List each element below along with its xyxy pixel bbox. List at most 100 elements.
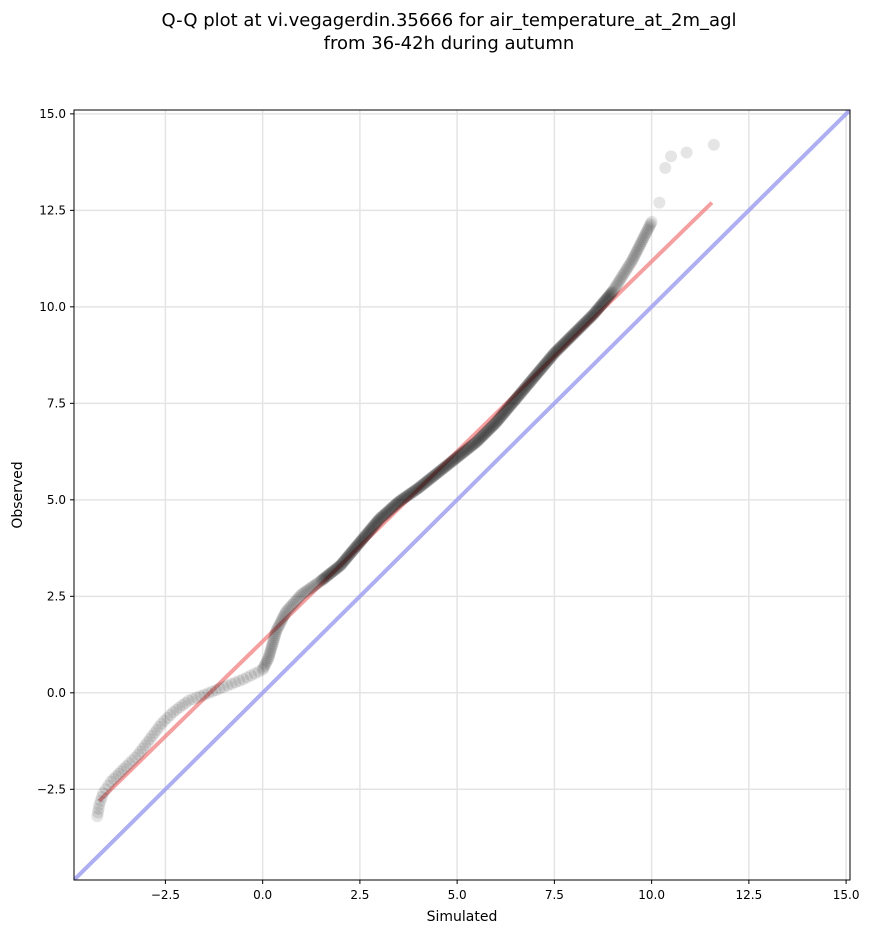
- data-point: [269, 629, 282, 642]
- data-point: [561, 334, 574, 347]
- plot-area-frame: [73, 109, 851, 881]
- data-point: [617, 268, 630, 281]
- data-point: [304, 582, 317, 595]
- data-point: [374, 512, 387, 525]
- data-point: [315, 574, 328, 587]
- data-point: [482, 424, 495, 437]
- data-point: [355, 534, 368, 547]
- data-point: [621, 262, 634, 275]
- data-point: [502, 402, 515, 415]
- data-point: [523, 376, 536, 389]
- data-point: [452, 449, 465, 462]
- y-tick-label: 7.5: [47, 396, 66, 410]
- data-point: [628, 250, 641, 263]
- fit-line: [97, 201, 714, 803]
- data-point: [635, 235, 648, 248]
- data-point: [494, 411, 507, 424]
- data-point: [104, 775, 117, 788]
- data-point: [360, 528, 373, 541]
- data-point: [384, 503, 397, 516]
- data-point: [587, 307, 600, 320]
- data-point: [423, 473, 436, 486]
- data-point: [595, 299, 608, 312]
- data-point: [295, 588, 308, 601]
- x-tick-label: 15.0: [833, 888, 860, 902]
- data-point: [490, 415, 503, 428]
- data-point: [472, 433, 485, 446]
- data-point: [261, 654, 274, 666]
- data-point: [467, 438, 480, 451]
- data-point: [340, 552, 353, 565]
- data-point: [457, 446, 470, 459]
- data-point: [599, 293, 612, 306]
- data-point: [368, 519, 381, 532]
- data-point: [385, 502, 398, 515]
- data-point: [600, 292, 613, 305]
- data-point: [380, 507, 393, 520]
- data-point: [428, 469, 441, 482]
- data-point: [493, 412, 506, 425]
- data-point: [570, 325, 583, 338]
- data-point: [202, 687, 215, 700]
- data-point: [645, 215, 658, 228]
- x-axis-label: Simulated: [427, 909, 498, 925]
- data-point: [350, 540, 363, 553]
- data-point: [445, 455, 458, 468]
- data-point: [148, 726, 161, 739]
- data-point: [369, 517, 382, 530]
- data-point: [339, 553, 352, 566]
- data-point: [552, 343, 565, 356]
- data-point: [313, 576, 326, 589]
- data-point: [587, 308, 600, 321]
- data-point: [553, 341, 566, 354]
- data-point: [421, 475, 434, 488]
- data-point: [521, 378, 534, 391]
- data-point: [544, 352, 557, 365]
- data-point: [590, 304, 603, 317]
- data-point: [492, 413, 505, 426]
- x-axis-ticks: −2.5 0.0 2.5 5.0 7.5 10.0 12.5 15.0: [151, 880, 860, 902]
- data-point: [217, 681, 230, 694]
- data-point: [198, 688, 211, 701]
- data-point: [536, 361, 549, 374]
- data-point: [481, 425, 494, 438]
- data-point: [539, 358, 552, 371]
- data-point: [408, 484, 421, 497]
- data-point: [123, 757, 136, 770]
- data-point: [456, 447, 469, 460]
- data-point: [367, 519, 380, 532]
- data-point: [622, 260, 635, 273]
- data-point: [161, 711, 174, 724]
- data-point: [518, 382, 531, 395]
- data-point: [607, 283, 620, 296]
- data-point: [366, 521, 379, 534]
- data-point: [289, 595, 302, 608]
- data-point: [500, 404, 513, 417]
- data-point: [369, 518, 382, 531]
- data-point: [262, 652, 275, 665]
- data-point: [329, 563, 342, 576]
- y-tick-label: −2.5: [37, 782, 66, 796]
- data-point: [503, 400, 516, 413]
- data-point: [632, 242, 645, 255]
- y-tick-label: 5.0: [47, 493, 66, 507]
- data-point: [319, 571, 332, 584]
- data-point: [573, 322, 586, 335]
- data-point: [284, 600, 297, 613]
- data-point: [283, 602, 296, 615]
- data-point: [252, 665, 265, 678]
- data-point: [302, 583, 315, 596]
- data-point: [406, 486, 419, 499]
- data-point: [497, 408, 510, 421]
- data-point: [155, 717, 168, 730]
- data-point: [324, 567, 337, 580]
- data-point: [498, 406, 511, 419]
- data-point: [659, 161, 672, 174]
- data-point: [546, 349, 559, 362]
- data-point: [182, 694, 195, 707]
- data-point: [462, 442, 475, 455]
- data-point: [526, 373, 539, 386]
- data-point: [567, 327, 580, 340]
- data-point: [588, 306, 601, 319]
- data-point: [545, 350, 558, 363]
